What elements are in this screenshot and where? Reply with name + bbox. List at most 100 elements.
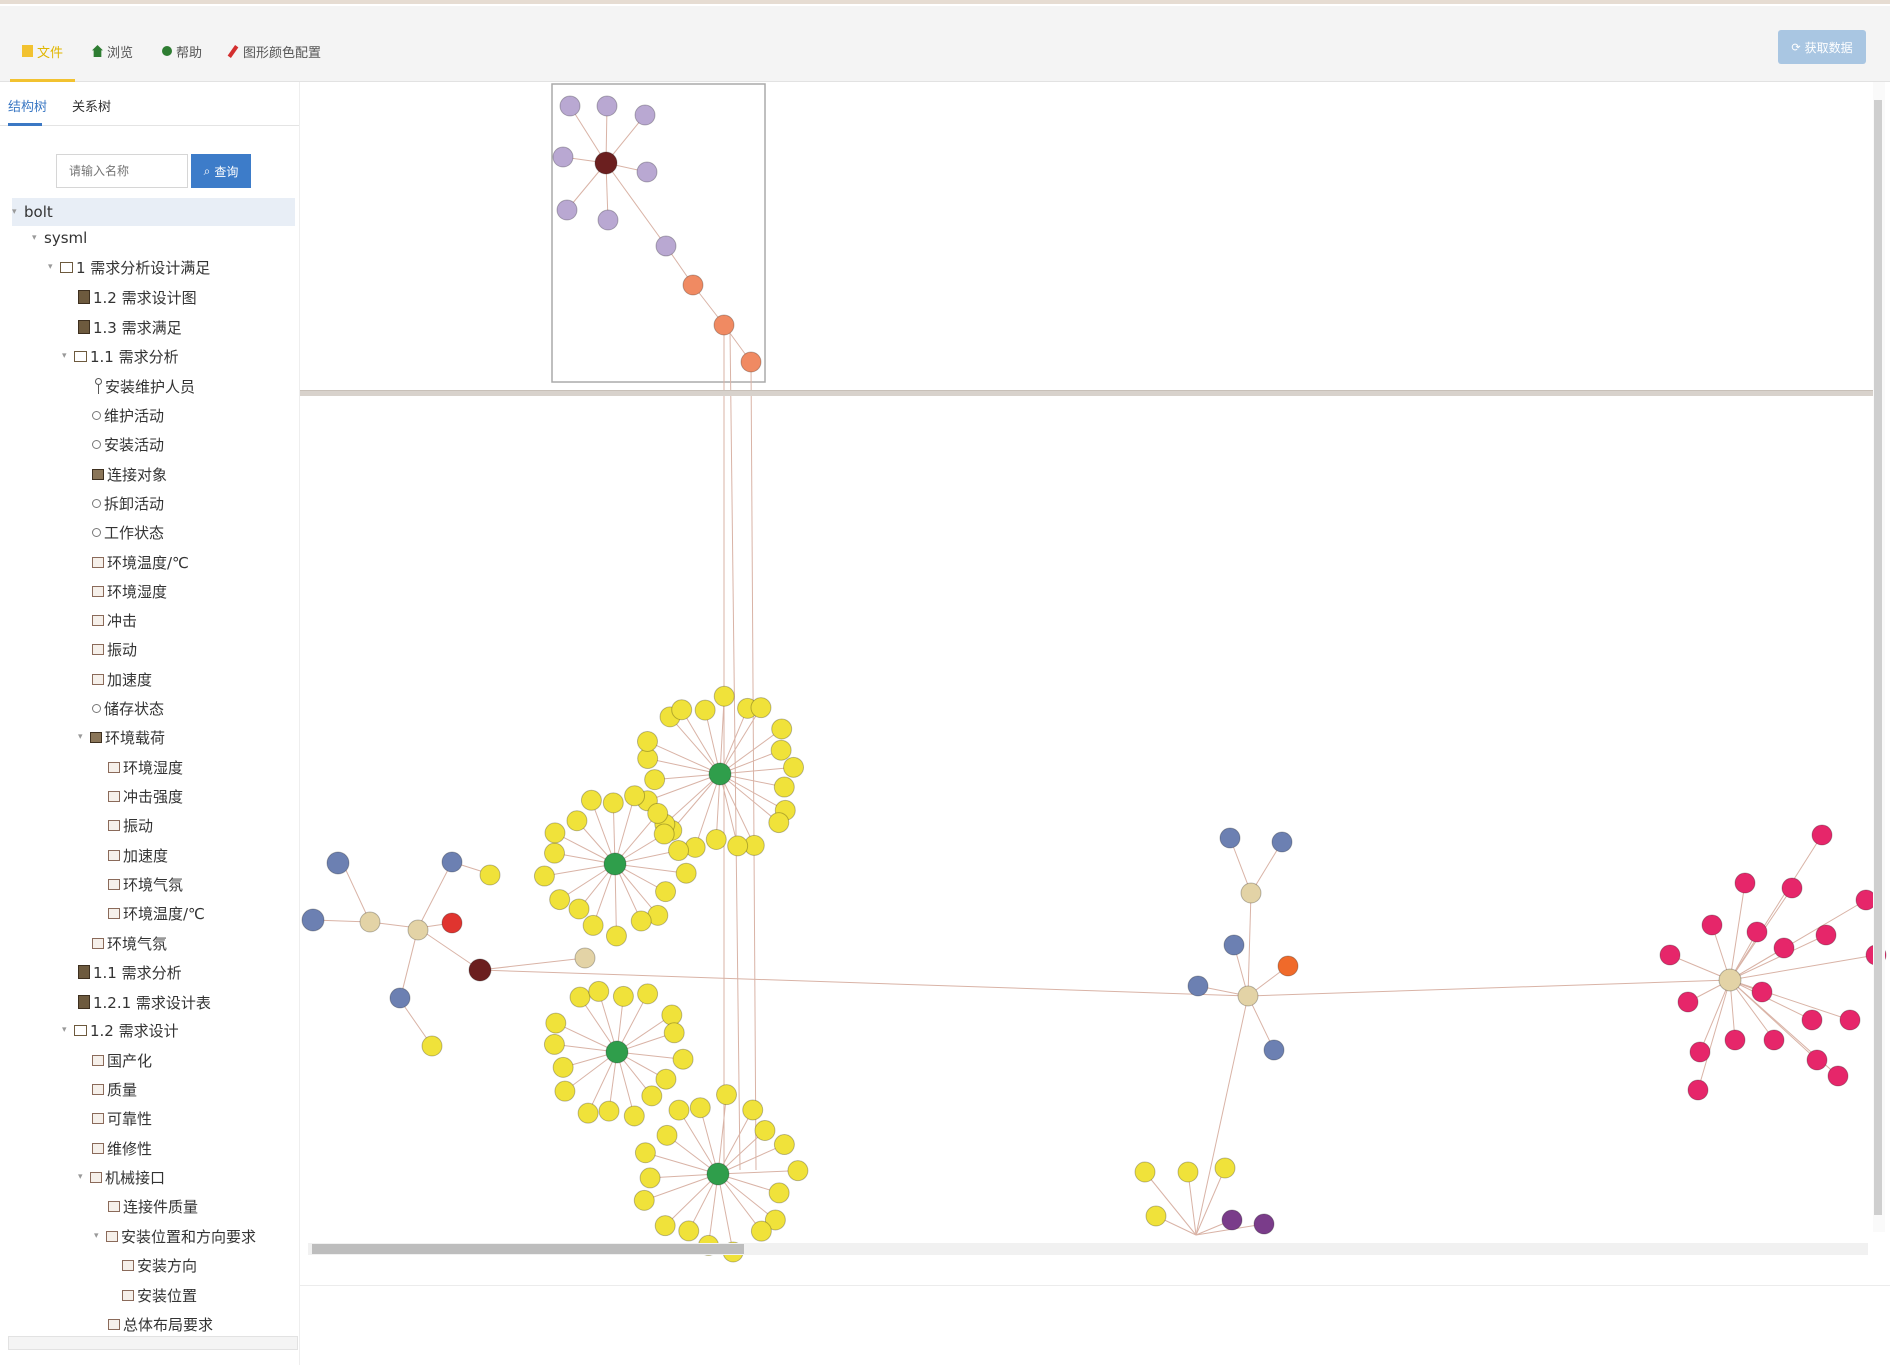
graph-node[interactable]	[1724, 1029, 1746, 1051]
tree-node[interactable]: 安装活动	[92, 432, 164, 456]
graph-node[interactable]	[543, 1033, 565, 1055]
tree-node[interactable]: ▾ 1.1 需求分析	[62, 344, 179, 368]
graph-node[interactable]	[605, 1040, 629, 1064]
tree-node[interactable]: 维护活动	[92, 403, 164, 427]
graph-node[interactable]	[655, 881, 677, 903]
tree-node[interactable]: 环境气氛	[108, 872, 183, 896]
graph-node[interactable]	[1237, 985, 1259, 1007]
graph-node[interactable]	[1177, 1161, 1199, 1183]
tree-horizontal-scrollbar[interactable]	[8, 1336, 298, 1350]
tree-node[interactable]: 安装方向	[122, 1253, 197, 1277]
graph-node[interactable]	[630, 910, 652, 932]
search-input[interactable]	[56, 154, 188, 188]
graph-node[interactable]	[552, 146, 574, 168]
graph-node[interactable]	[647, 802, 669, 824]
graph-node[interactable]	[1271, 831, 1293, 853]
vertical-scrollbar-thumb[interactable]	[1874, 100, 1882, 1215]
graph-node[interactable]	[605, 925, 627, 947]
tree-node[interactable]: 1.2 需求设计图	[78, 285, 197, 309]
graph-node[interactable]	[1718, 968, 1742, 992]
tree-node[interactable]: 1.2.1 需求设计表	[78, 990, 211, 1014]
graph-node[interactable]	[754, 1120, 776, 1142]
graph-node[interactable]	[661, 1004, 683, 1026]
graph-node[interactable]	[479, 864, 501, 886]
tree-node-root[interactable]: ▾ bolt	[12, 198, 295, 226]
graph-node[interactable]	[554, 1080, 576, 1102]
horizontal-scrollbar-thumb[interactable]	[312, 1244, 744, 1254]
search-button[interactable]: ⌕ 查询	[191, 154, 251, 188]
graph-node[interactable]	[682, 274, 704, 296]
graph-node[interactable]	[773, 776, 795, 798]
graph-node[interactable]	[1145, 1205, 1167, 1227]
graph-node[interactable]	[1223, 934, 1245, 956]
graph-node[interactable]	[750, 697, 772, 719]
graph-node[interactable]	[636, 730, 658, 752]
graph-node[interactable]	[1781, 877, 1803, 899]
graph-node[interactable]	[633, 1189, 655, 1211]
tree-node[interactable]: 冲击	[92, 608, 137, 632]
graph-node[interactable]	[389, 987, 411, 1009]
graph-node[interactable]	[1763, 1029, 1785, 1051]
graph-node[interactable]	[1734, 872, 1756, 894]
graph-node[interactable]	[663, 1022, 685, 1044]
graph-node[interactable]	[713, 314, 735, 336]
tab-structure-tree[interactable]: 结构树	[8, 100, 48, 115]
graph-node[interactable]	[783, 756, 805, 778]
graph-node[interactable]	[675, 862, 697, 884]
tree-node[interactable]: ▾ 环境载荷	[78, 725, 165, 749]
graph-node[interactable]	[1801, 1009, 1823, 1031]
graph-node[interactable]	[742, 1099, 764, 1121]
graph-node[interactable]	[1659, 944, 1681, 966]
graph-node[interactable]	[603, 852, 627, 876]
graph-node[interactable]	[577, 1102, 599, 1124]
tree-node[interactable]: 可靠性	[92, 1106, 152, 1130]
panel-splitter[interactable]	[300, 390, 1875, 396]
graph-node[interactable]	[655, 235, 677, 257]
tree-node[interactable]: 维修性	[92, 1136, 152, 1160]
tree-node[interactable]: ▾ 安装位置和方向要求	[94, 1224, 256, 1248]
graph-node[interactable]	[727, 835, 749, 857]
graph-node[interactable]	[672, 1048, 694, 1070]
tree-node[interactable]: 环境湿度	[108, 755, 183, 779]
tree-node[interactable]: 拆卸活动	[92, 491, 164, 515]
graph-node[interactable]	[671, 699, 693, 721]
graph-node[interactable]	[1839, 1009, 1861, 1031]
tree-node[interactable]: ▾ 1 需求分析设计满足	[48, 255, 210, 279]
graph-node[interactable]	[641, 1085, 663, 1107]
graph-node[interactable]	[533, 865, 555, 887]
toolbar-help[interactable]: 帮助	[162, 40, 202, 62]
graph-node[interactable]	[1773, 937, 1795, 959]
graph-node[interactable]	[1811, 824, 1833, 846]
tree-node[interactable]: 加速度	[108, 843, 168, 867]
graph-node[interactable]	[678, 1220, 700, 1242]
graph-node[interactable]	[1815, 924, 1837, 946]
graph-node[interactable]	[545, 1012, 567, 1034]
graph-node[interactable]	[421, 1035, 443, 1057]
graph-node[interactable]	[1751, 981, 1773, 1003]
graph-node[interactable]	[1214, 1157, 1236, 1179]
graph-node[interactable]	[602, 792, 624, 814]
graph-node[interactable]	[656, 1124, 678, 1146]
graph-node[interactable]	[716, 1084, 738, 1106]
graph-node[interactable]	[1827, 1065, 1849, 1087]
graph-node[interactable]	[1187, 975, 1209, 997]
fetch-data-button[interactable]: ⟳ 获取数据	[1778, 30, 1866, 64]
graph-node[interactable]	[582, 914, 604, 936]
graph-node[interactable]	[764, 1209, 786, 1231]
toolbar-color-config[interactable]: 图形颜色配置	[227, 40, 321, 62]
graph-node[interactable]	[1134, 1161, 1156, 1183]
tree-node[interactable]: 冲击强度	[108, 784, 183, 808]
graph-node[interactable]	[597, 209, 619, 231]
tree-node[interactable]: 1.1 需求分析	[78, 960, 182, 984]
graph-node[interactable]	[637, 983, 659, 1005]
graph-node[interactable]	[653, 823, 675, 845]
graph-node[interactable]	[569, 986, 591, 1008]
graph-node[interactable]	[1746, 921, 1768, 943]
toolbar-browse[interactable]: 浏览	[92, 40, 133, 62]
graph-node[interactable]	[1263, 1039, 1285, 1061]
graph-node[interactable]	[644, 769, 666, 791]
graph-node[interactable]	[623, 1105, 645, 1127]
tree-node[interactable]: ▾ 机械接口	[78, 1165, 165, 1189]
graph-node[interactable]	[544, 822, 566, 844]
